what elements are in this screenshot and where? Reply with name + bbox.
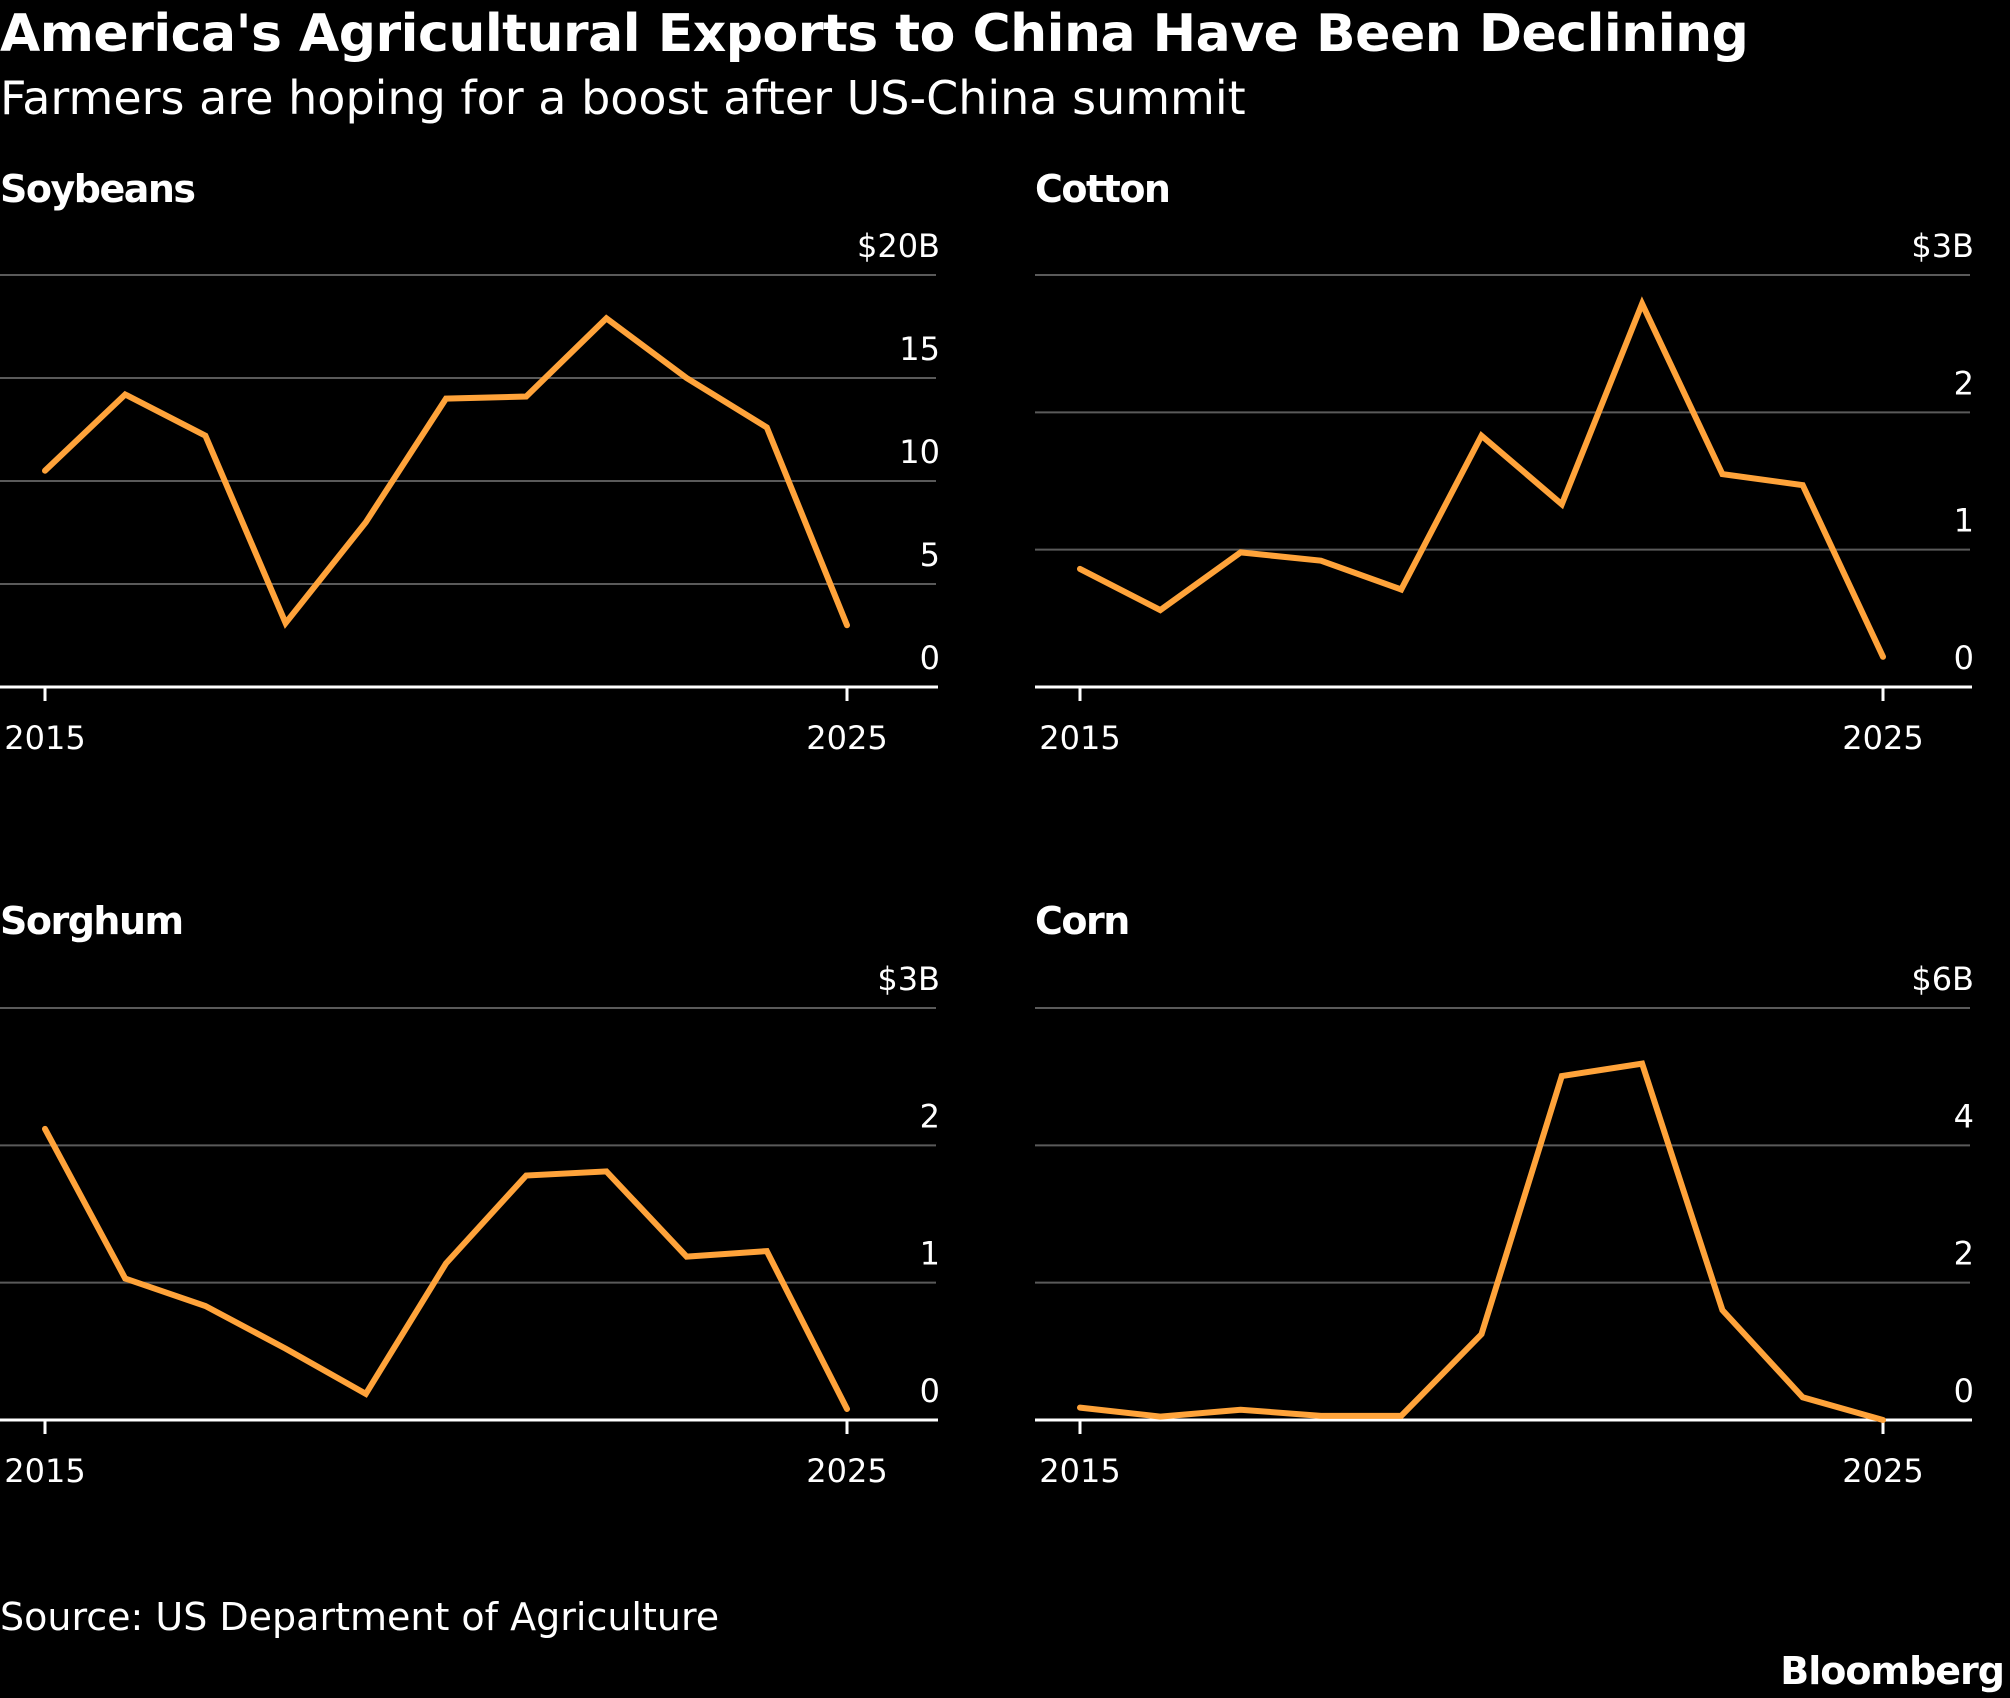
soybeans-ytick-label-1: 5 bbox=[920, 536, 940, 574]
soybeans-ytick-label-3: 15 bbox=[899, 330, 940, 368]
sorghum-ytick-label-2: 2 bbox=[920, 1097, 940, 1135]
panel-title-sorghum: Sorghum bbox=[0, 899, 184, 943]
cotton-ytick-label-2: 2 bbox=[1954, 364, 1974, 402]
cotton-ytick-label-1: 1 bbox=[1954, 502, 1974, 540]
panel-title-soybeans: Soybeans bbox=[0, 167, 196, 211]
corn-xtick-label-0: 2015 bbox=[1039, 1452, 1120, 1490]
sorghum-ytick-label-0: 0 bbox=[920, 1372, 940, 1410]
corn-xtick-label-1: 2025 bbox=[1842, 1452, 1923, 1490]
soybeans-xtick-label-1: 2025 bbox=[806, 719, 887, 757]
soybeans-ytick-label-0: 0 bbox=[920, 639, 940, 677]
sorghum-xtick-label-0: 2015 bbox=[4, 1452, 85, 1490]
sorghum-ytick-label-1: 1 bbox=[920, 1235, 940, 1273]
soybeans-series-line bbox=[42, 314, 850, 629]
cotton-ytick-label-3: $3B bbox=[1911, 227, 1974, 265]
soybeans-xtick-label-0: 2015 bbox=[4, 719, 85, 757]
cotton-xtick-label-1: 2025 bbox=[1842, 719, 1923, 757]
soybeans-ytick-label-4: $20B bbox=[857, 227, 940, 265]
corn-series-line bbox=[1077, 1060, 1886, 1423]
cotton-ytick-label-0: 0 bbox=[1954, 639, 1974, 677]
sorghum-xtick-label-1: 2025 bbox=[806, 1452, 887, 1490]
corn-ytick-label-1: 2 bbox=[1954, 1235, 1974, 1273]
bloomberg-logo: Bloomberg bbox=[1780, 1649, 2005, 1693]
chart-title: America's Agricultural Exports to China … bbox=[0, 4, 1749, 64]
chart-subtitle: Farmers are hoping for a boost after US-… bbox=[0, 71, 1246, 125]
source-note: Source: US Department of Agriculture bbox=[0, 1595, 720, 1639]
panel-title-corn: Corn bbox=[1035, 899, 1130, 943]
cotton-xtick-label-0: 2015 bbox=[1039, 719, 1120, 757]
panel-title-cotton: Cotton bbox=[1035, 167, 1171, 211]
cotton-series-line bbox=[1077, 296, 1886, 660]
soybeans-ytick-label-2: 10 bbox=[899, 433, 940, 471]
corn-ytick-label-3: $6B bbox=[1911, 960, 1974, 998]
sorghum-ytick-label-3: $3B bbox=[877, 960, 940, 998]
corn-ytick-label-2: 4 bbox=[1954, 1097, 1974, 1135]
corn-ytick-label-0: 0 bbox=[1954, 1372, 1974, 1410]
sorghum-series-line bbox=[42, 1125, 850, 1412]
